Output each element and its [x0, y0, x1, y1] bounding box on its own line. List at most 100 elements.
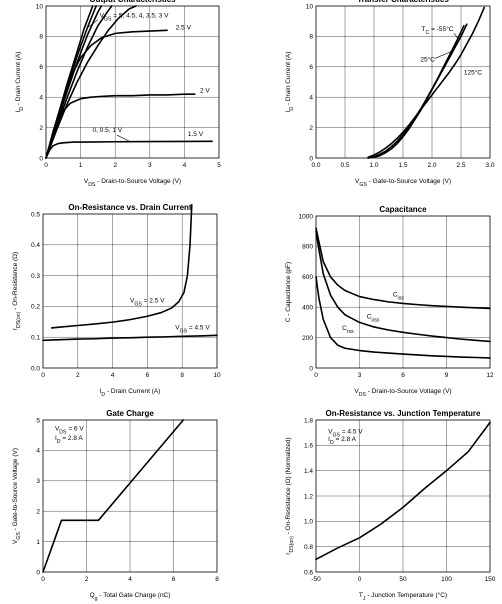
y-tick-label: 4 [39, 95, 43, 102]
x-tick-label: 12 [486, 372, 494, 379]
y-tick-label: 1.2 [304, 493, 313, 500]
y-tick-label: 1.0 [304, 519, 313, 526]
y-axis-label: C - Capacitance (pF) [285, 262, 292, 322]
y-tick-label: 4 [309, 95, 313, 102]
x-tick-label: 0 [41, 372, 45, 379]
x-tick-label: 3 [148, 162, 152, 169]
y-tick-label: 10 [36, 3, 44, 10]
x-tick-label: 0 [41, 576, 45, 583]
annotation-label: TC = -55°C [422, 25, 454, 36]
x-axis-label: VDS - Drain-to-Source Voltage (V) [84, 178, 181, 188]
series-line-0 [367, 23, 468, 159]
y-tick-label: 0 [39, 155, 43, 162]
x-tick-label: 8 [180, 372, 184, 379]
y-tick-label: 0 [309, 365, 313, 372]
y-tick-label: 5 [36, 417, 40, 424]
x-axis-label: ID - Drain Current (A) [100, 388, 161, 398]
y-tick-label: 400 [302, 305, 313, 312]
plot-frame [315, 215, 491, 369]
annotation-label: Coss [367, 314, 380, 324]
chart-title: Transfer Characteristics [357, 0, 449, 4]
x-tick-label: 0 [314, 372, 318, 379]
y-tick-label: 0 [309, 155, 313, 162]
x-axis-label: Qg - Total Gate Charge (nC) [90, 592, 171, 602]
x-tick-label: 2 [76, 372, 80, 379]
y-tick-label: 1 [36, 539, 40, 546]
chart-c2: Transfer Characteristics 0.0 0.5 1.0 1.5 2.0 2… [285, 0, 495, 188]
y-axis-label: ID - Drain Current (A) [15, 52, 25, 113]
x-tick-label: 0.0 [311, 162, 320, 169]
x-tick-label: 4 [183, 162, 187, 169]
annotation-label: ID = 2.8 A [328, 436, 356, 446]
x-axis-label: VDS - Drain-to-Source Voltage (V) [354, 388, 451, 398]
x-tick-label: 4 [111, 372, 115, 379]
x-tick-label: 3 [358, 372, 362, 379]
y-tick-label: 0.6 [304, 569, 313, 576]
x-tick-label: 0 [358, 576, 362, 583]
annotation-label: VGS = 4.5 V [328, 428, 363, 438]
x-tick-label: 50 [399, 576, 407, 583]
y-tick-label: 0.8 [304, 544, 313, 551]
chart-c5: Gate Charge 0 2 4 6 8 0 1 2 3 4 5 Qg - Total Gate Ch… [12, 409, 219, 602]
x-tick-label: 0 [44, 162, 48, 169]
chart-c4: Capacitance 0 3 6 9 12 0 200 400 600 800 1000 VDS - … [285, 205, 494, 398]
annotation-label: Ciss [393, 292, 404, 302]
chart-title: Capacitance [379, 205, 427, 214]
y-tick-label: 6 [309, 64, 313, 71]
x-tick-label: 2.0 [427, 162, 436, 169]
annotation-leader [116, 134, 130, 142]
x-tick-label: 0.5 [340, 162, 349, 169]
series-line-1 [367, 24, 465, 159]
annotation-leader [88, 19, 99, 28]
chart-title: On-Resistance vs. Drain Current [68, 203, 191, 212]
y-tick-label: 2 [36, 509, 40, 516]
chart-c1: Output Characteristics 0 1 2 3 4 5 0 2 4 6 8 10 VDS -… [15, 0, 221, 188]
chart-c6: On-Resistance vs. Junction Temperature -5… [285, 409, 496, 602]
y-axis-label: rDS(on) - On-Resistance (Ω) [12, 252, 22, 330]
y-axis-label: VGS - Gate-to-Source Voltage (V) [12, 448, 22, 544]
plot-frame [42, 213, 218, 369]
plot-frame [42, 419, 218, 573]
series-line-0 [50, 203, 193, 329]
annotation-label: VGS = 4.5 V [175, 325, 210, 335]
x-tick-label: 5 [217, 162, 221, 169]
y-tick-label: 0.4 [31, 242, 40, 249]
annotation-label: 2 V [200, 88, 210, 95]
y-tick-label: 200 [302, 335, 313, 342]
y-tick-label: 2 [309, 125, 313, 132]
x-tick-label: 6 [146, 372, 150, 379]
series-line-0 [42, 419, 185, 573]
annotation-label: 2.5 V [176, 25, 192, 32]
chart-title: Output Characteristics [89, 0, 176, 4]
y-tick-label: 6 [39, 64, 43, 71]
y-tick-label: 1.6 [304, 443, 313, 450]
series-line-6 [45, 93, 196, 159]
y-tick-label: 1.4 [304, 468, 313, 475]
annotation-label: VGS = 5, 4.5, 4, 3.5, 3 V [100, 12, 169, 22]
series-line-1 [315, 230, 491, 343]
annotation-label: Crss [342, 325, 354, 335]
x-axis-label: TJ - Junction Temperature (°C) [359, 591, 447, 602]
annotation-label: 25°C [420, 55, 435, 63]
y-tick-label: 1000 [299, 213, 314, 220]
annotation-label: 125°C [464, 68, 482, 76]
x-tick-label: -50 [311, 576, 321, 583]
y-tick-label: 4 [36, 448, 40, 455]
x-tick-label: 6 [401, 372, 405, 379]
plot-frame [315, 419, 491, 573]
y-tick-label: 0.5 [31, 211, 40, 218]
x-tick-label: 3.0 [485, 162, 494, 169]
x-tick-label: 150 [485, 576, 496, 583]
y-tick-label: 0.0 [31, 365, 40, 372]
y-tick-label: 0.1 [31, 335, 40, 342]
annotation-label: VGS = 2.5 V [130, 298, 165, 308]
y-tick-label: 10 [306, 3, 314, 10]
y-axis-label: ID - Drain Current (A) [285, 52, 295, 113]
annotation-label: 0, 0.5, 1 V [92, 127, 122, 134]
y-tick-label: 8 [39, 34, 43, 41]
y-tick-label: 0.2 [31, 304, 40, 311]
x-tick-label: 4 [128, 576, 132, 583]
x-tick-label: 2.5 [456, 162, 465, 169]
x-tick-label: 1 [79, 162, 83, 169]
